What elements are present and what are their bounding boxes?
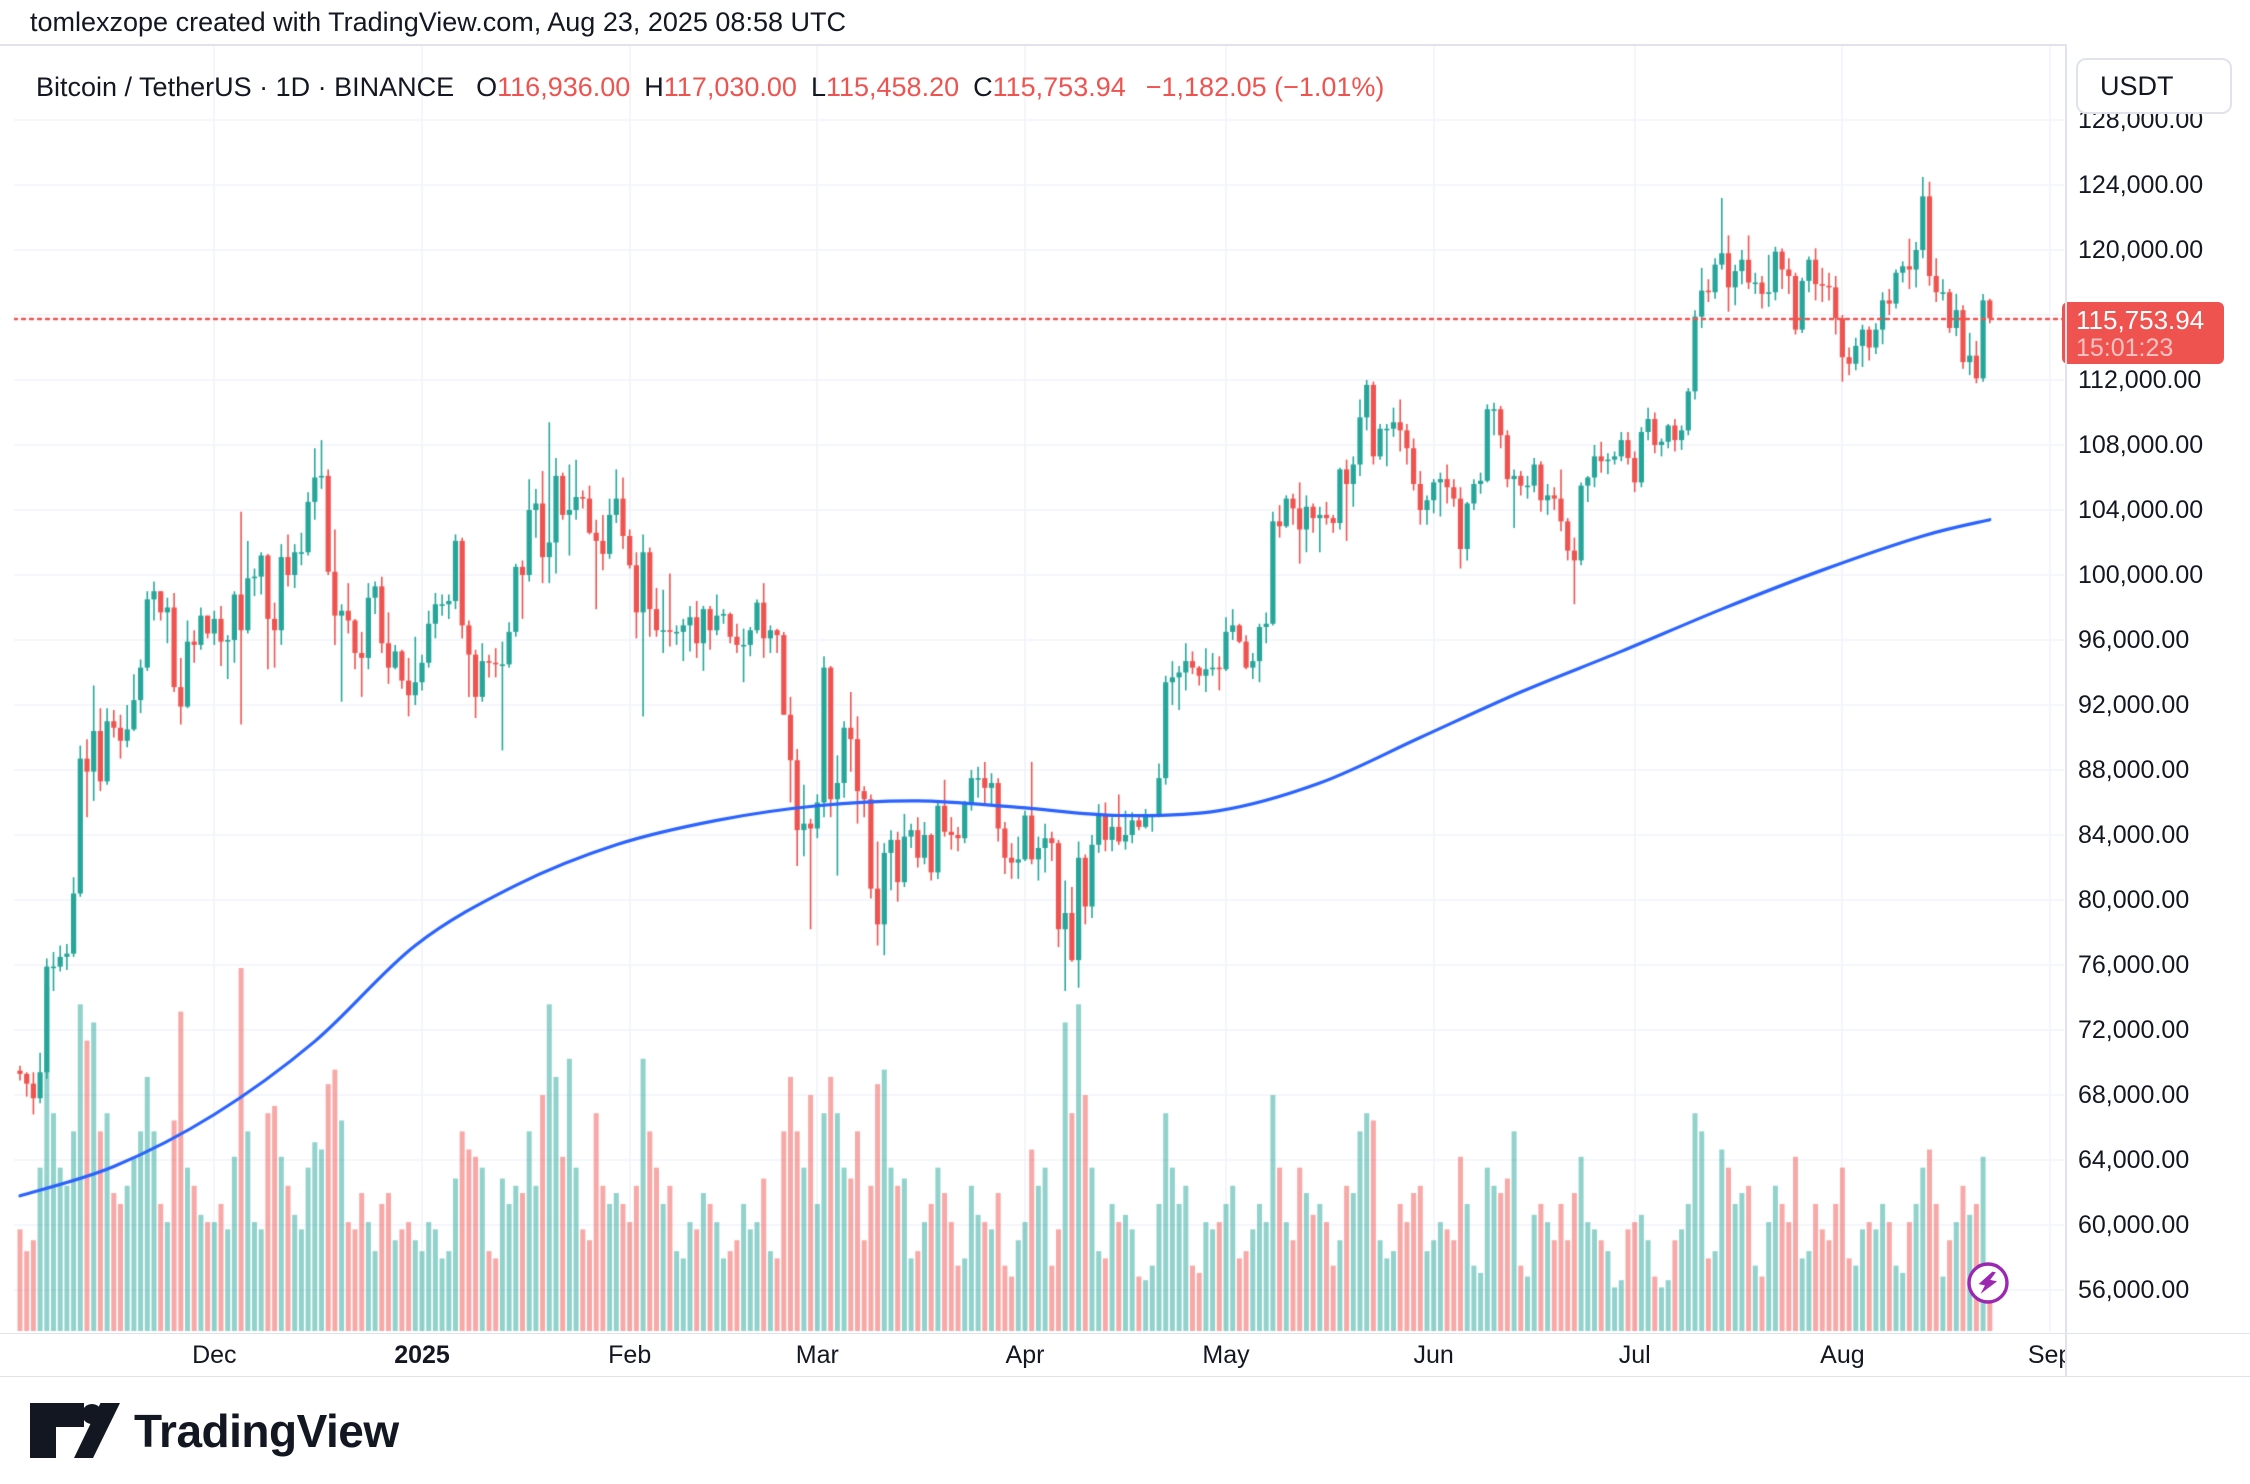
widget-bottom-border [0,1376,2250,1377]
price-axis-tick: 76,000.00 [2078,951,2190,979]
tradingview-wordmark: TradingView [134,1404,399,1457]
price-axis-tick: 60,000.00 [2078,1211,2190,1239]
time-axis-separator [0,1333,2250,1334]
bar-countdown: 15:01:23 [2076,333,2174,362]
time-axis[interactable]: Dec 2025 Feb Mar Apr May Jun Jul Aug Sep [0,1333,2066,1376]
currency-toggle-label: USDT [2100,70,2174,101]
price-axis[interactable]: USDT 128,000.00 124,000.00 120,000.00 112,0… [2062,44,2250,1376]
legend-low: L115,458.20 [810,71,960,102]
time-axis-label-sep: Sep [2027,1341,2066,1369]
time-axis-label-dec: Dec [192,1341,237,1369]
price-axis-tick: 108,000.00 [2078,431,2204,459]
time-axis-label-2025: 2025 [394,1341,450,1369]
price-axis-tick: 56,000.00 [2078,1276,2190,1304]
attribution-bar: tomlexzope created with TradingView.com,… [0,0,2250,44]
price-axis-tick: 72,000.00 [2078,1016,2190,1044]
currency-toggle-button[interactable]: USDT [2076,58,2232,114]
price-axis-tick: 64,000.00 [2078,1146,2190,1174]
footer-bar: TradingView [0,1377,2250,1484]
time-axis-label-jun: Jun [1413,1341,1454,1369]
time-axis-label-feb: Feb [608,1341,652,1369]
price-axis-tick: 68,000.00 [2078,1081,2190,1109]
time-axis-label-mar: Mar [795,1341,839,1369]
price-axis-tick: 80,000.00 [2078,886,2190,914]
flash-snapshot-button[interactable] [1966,1261,2010,1305]
attribution-text: tomlexzope created with TradingView.com,… [30,6,846,37]
price-axis-tick: 124,000.00 [2078,171,2204,199]
legend-high: H117,030.00 [644,71,797,102]
ohlc-legend[interactable]: Bitcoin / TetherUS · 1D · BINANCE O116,9… [36,68,1384,106]
price-axis-tick: 104,000.00 [2078,496,2204,524]
symbol-title: Bitcoin / TetherUS · 1D · BINANCE [36,71,455,102]
time-axis-label-aug: Aug [1820,1341,1865,1369]
price-axis-tick: 120,000.00 [2078,236,2204,264]
time-axis-label-apr: Apr [1005,1341,1045,1369]
tradingview-logo[interactable]: TradingView [30,1401,399,1461]
time-axis-label-may: May [1202,1341,1250,1369]
price-axis-tick: 112,000.00 [2078,366,2202,394]
tradingview-logo-icon [30,1402,120,1458]
chart-top-border [0,44,2250,46]
price-axis-tick: 88,000.00 [2078,756,2190,784]
legend-open: O116,936.00 [476,71,631,102]
time-axis-label-jul: Jul [1618,1341,1651,1369]
current-price-label: 115,753.94 15:01:23 [2062,301,2224,364]
legend-change: −1,182.05 (−1.01%) [1145,71,1385,102]
price-axis-tick: 92,000.00 [2078,691,2190,719]
price-axis-tick: 96,000.00 [2078,626,2190,654]
price-axis-tick: 100,000.00 [2078,561,2204,589]
legend-close: C115,753.94 [973,71,1126,102]
price-axis-tick: 84,000.00 [2078,821,2190,849]
current-price-value: 115,753.94 [2076,304,2205,335]
lightning-icon [1967,1262,2009,1304]
price-axis-separator [2065,44,2067,1376]
